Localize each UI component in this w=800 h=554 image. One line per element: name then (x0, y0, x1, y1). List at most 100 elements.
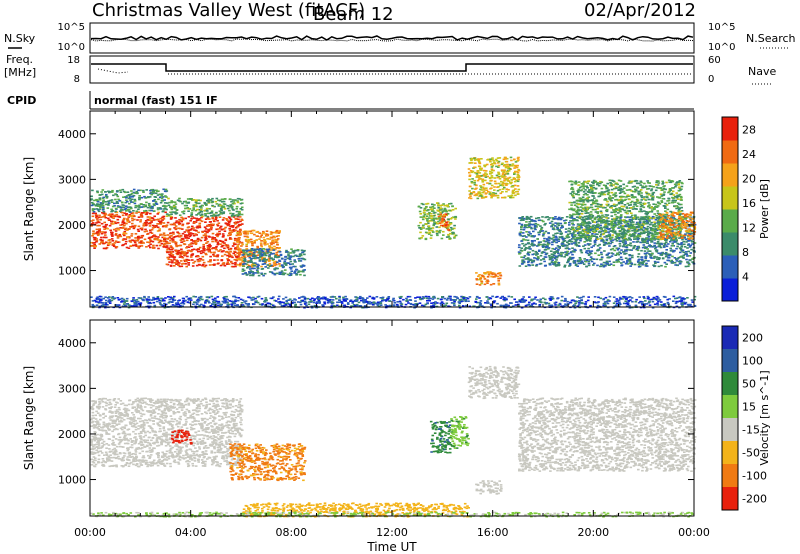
power-cell (574, 263, 578, 266)
power-cell (661, 252, 665, 255)
power-cell (442, 218, 446, 221)
power-cell (436, 209, 439, 212)
power-cell (555, 239, 558, 241)
power-cell (247, 240, 251, 242)
power-cell (540, 228, 543, 230)
power-cell (262, 236, 266, 239)
power-cell (655, 217, 659, 219)
power-cell (618, 232, 621, 235)
power-cell (418, 237, 421, 240)
power-cell (211, 240, 214, 243)
power-cell (222, 203, 226, 205)
power-cell (90, 241, 93, 244)
power-cell (516, 173, 520, 176)
power-cell (150, 221, 153, 223)
power-cell (654, 229, 657, 232)
power-cell (571, 250, 575, 252)
power-cell (210, 223, 213, 225)
power-cell (422, 215, 426, 217)
power-cell (165, 224, 169, 226)
power-cell (153, 215, 156, 218)
power-cell (627, 244, 630, 246)
power-cell (572, 232, 575, 234)
power-cell (573, 235, 577, 238)
power-cell (530, 220, 533, 222)
power-cell (564, 247, 568, 250)
power-cell (581, 210, 584, 213)
power-cell (554, 225, 557, 227)
power-cell (204, 228, 208, 230)
power-cell (650, 185, 653, 188)
power-cell (525, 221, 528, 223)
power-cell (430, 234, 433, 237)
power-cell (582, 220, 586, 223)
power-cell (131, 225, 134, 227)
power-cell (543, 251, 546, 254)
power-cell (497, 164, 501, 167)
power-cell (283, 262, 286, 264)
power-cell (101, 239, 104, 242)
power-cell (242, 252, 245, 255)
power-cell (190, 213, 193, 216)
power-cell (256, 230, 260, 233)
power-cell (557, 262, 561, 264)
power-cell (620, 214, 623, 216)
power-cell (646, 242, 649, 244)
freq-left-tick-top: 18 (67, 55, 80, 66)
power-cell (665, 241, 668, 243)
power-cell (245, 245, 248, 248)
power-cell (612, 203, 616, 206)
power-cell (513, 172, 516, 174)
power-cell (549, 250, 553, 252)
power-cell (646, 228, 649, 230)
power-cell (113, 202, 116, 205)
power-cell (650, 241, 653, 243)
power-cell (557, 240, 560, 242)
power-cell (590, 250, 594, 252)
power-cell (554, 235, 557, 238)
power-cell (193, 260, 197, 263)
power-cell (140, 242, 143, 245)
power-cell (168, 235, 172, 238)
power-cell (628, 210, 631, 212)
power-cell (531, 244, 534, 247)
power-cell (611, 231, 615, 233)
power-cell (244, 249, 247, 252)
power-cell (548, 256, 552, 259)
power-cell (653, 231, 657, 233)
power-cell (621, 200, 625, 202)
power-cell (497, 185, 500, 188)
power-cell (676, 227, 680, 229)
power-cell (673, 205, 676, 207)
power-cell (633, 263, 637, 266)
power-cell (271, 248, 275, 250)
power-cell (636, 200, 639, 202)
power-cell (532, 243, 535, 246)
power-cell (217, 262, 220, 265)
power-cell (231, 203, 235, 205)
power-cell (238, 212, 241, 215)
power-cell (655, 205, 658, 208)
power-cell (604, 230, 608, 232)
power-cell (259, 242, 263, 244)
power-cell (593, 240, 597, 242)
power-cell (588, 222, 591, 224)
power-cell (263, 253, 267, 255)
power-cell (137, 225, 141, 228)
power-cell (115, 202, 119, 204)
power-cell (192, 207, 195, 209)
power-cell (517, 246, 521, 249)
power-cell (584, 189, 587, 191)
power-cell (439, 207, 443, 209)
power-cell (275, 272, 279, 275)
power-cell (518, 265, 522, 267)
power-cell (175, 209, 179, 211)
power-cell (129, 193, 133, 196)
power-cell (482, 187, 486, 190)
power-cell (551, 243, 554, 246)
power-cell (654, 233, 657, 236)
power-cell (554, 222, 557, 224)
power-cell (568, 214, 572, 216)
power-cell (502, 170, 506, 173)
power-cell (468, 190, 471, 192)
